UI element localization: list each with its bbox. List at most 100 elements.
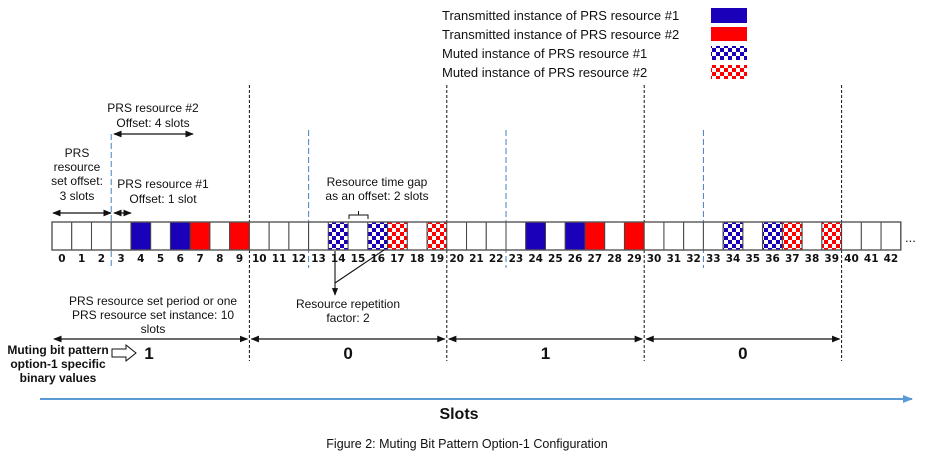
slot-32 bbox=[683, 221, 704, 251]
slot-strip bbox=[51, 221, 902, 251]
slot-label: 31 bbox=[666, 253, 681, 265]
slot-21 bbox=[466, 221, 487, 251]
legend-swatch-tx2 bbox=[711, 27, 747, 41]
slot-label: 39 bbox=[824, 253, 839, 265]
set-offset-line4: 3 slots bbox=[60, 189, 95, 203]
slot-25 bbox=[545, 221, 566, 251]
time-gap-line1: Resource time gap bbox=[327, 175, 428, 189]
slot-11 bbox=[268, 221, 290, 251]
slot-10 bbox=[248, 221, 270, 251]
slot-6-tx1 bbox=[169, 221, 191, 251]
slot-label: 28 bbox=[607, 253, 622, 265]
muting-bit-1: 0 bbox=[343, 344, 352, 363]
slot-label: 25 bbox=[548, 253, 563, 265]
period-line3: slots bbox=[141, 322, 166, 336]
res1-offset-line1: PRS resource #1 bbox=[117, 177, 209, 191]
legend-swatch-tx1 bbox=[711, 8, 747, 23]
slot-label: 19 bbox=[430, 253, 445, 265]
slot-28 bbox=[604, 221, 625, 251]
legend-label-mute2: Muted instance of PRS resource #2 bbox=[442, 65, 647, 80]
slot-label: 7 bbox=[196, 253, 203, 265]
slot-label: 41 bbox=[864, 253, 879, 265]
slot-41 bbox=[860, 221, 882, 251]
slot-label: 37 bbox=[785, 253, 800, 265]
muting-label-line1: Muting bit pattern bbox=[7, 343, 108, 357]
slot-label: 9 bbox=[236, 253, 243, 265]
slot-label: 32 bbox=[686, 253, 701, 265]
slot-22 bbox=[485, 221, 507, 251]
slot-label: 42 bbox=[884, 253, 899, 265]
slots-axis: Slots bbox=[40, 395, 913, 423]
set-offset-line1: PRS bbox=[65, 146, 90, 160]
slot-label: 13 bbox=[311, 253, 326, 265]
slot-label: 1 bbox=[78, 253, 85, 265]
slot-8 bbox=[209, 221, 231, 251]
repetition-line1: Resource repetition bbox=[296, 297, 400, 311]
time-gap-bracket bbox=[348, 211, 369, 219]
block-arrow-icon bbox=[111, 343, 137, 363]
muting-label-line3: binary values bbox=[20, 371, 97, 385]
slot-label: 4 bbox=[137, 253, 144, 265]
slot-label: 15 bbox=[351, 253, 366, 265]
period-line2: PRS resource set instance: 10 bbox=[72, 308, 234, 322]
slot-label: 5 bbox=[157, 253, 164, 265]
slot-40 bbox=[841, 221, 862, 251]
slot-label: 24 bbox=[528, 253, 543, 265]
slot-42 bbox=[880, 221, 902, 251]
annotation-period: PRS resource set period or one PRS resou… bbox=[69, 294, 237, 336]
annotation-repetition: Resource repetition factor: 2 bbox=[296, 249, 400, 325]
slot-labels: 0 1 2 3 4 5 6 7 8 9 10 11 12 13 14 15 16 17 18 19 20 21 22 23 24… bbox=[58, 253, 898, 265]
slot-3 bbox=[110, 221, 132, 251]
slot-9-tx2 bbox=[229, 221, 250, 251]
slot-label: 17 bbox=[390, 253, 405, 265]
slot-27-tx2 bbox=[584, 221, 606, 251]
slot-label: 6 bbox=[177, 253, 184, 265]
slot-label: 23 bbox=[509, 253, 524, 265]
slot-label: 0 bbox=[58, 253, 65, 265]
res1-offset-line2: Offset: 1 slot bbox=[129, 192, 197, 206]
figure-caption: Figure 2: Muting Bit Pattern Option-1 Co… bbox=[326, 437, 607, 451]
annotation-time-gap: Resource time gap as an offset: 2 slots bbox=[325, 175, 429, 219]
legend-swatch-mute1 bbox=[711, 46, 747, 60]
slot-33 bbox=[702, 221, 724, 251]
slot-38 bbox=[801, 221, 823, 251]
legend-label-tx2: Transmitted instance of PRS resource #2 bbox=[442, 27, 679, 42]
slot-label: 34 bbox=[726, 253, 741, 265]
muting-label: Muting bit pattern option-1 specific bin… bbox=[7, 343, 137, 385]
slot-24-tx1 bbox=[525, 221, 547, 251]
slot-label: 8 bbox=[216, 253, 223, 265]
set-offset-line2: resource bbox=[54, 160, 101, 174]
slot-label: 18 bbox=[410, 253, 425, 265]
legend-swatch-mute2 bbox=[711, 65, 747, 79]
slot-5 bbox=[150, 221, 171, 251]
slot-label: 20 bbox=[449, 253, 464, 265]
slot-label: 27 bbox=[588, 253, 603, 265]
repetition-line2: factor: 2 bbox=[326, 311, 370, 325]
slot-19-mute2 bbox=[426, 221, 448, 251]
slots-axis-label: Slots bbox=[439, 406, 478, 423]
muting-label-line2: option-1 specific bbox=[10, 357, 106, 371]
slot-35 bbox=[742, 221, 764, 251]
muting-bits: 1 0 1 0 bbox=[144, 344, 747, 363]
slot-strip-border bbox=[51, 221, 902, 251]
slot-2 bbox=[90, 221, 112, 251]
res2-offset-line1: PRS resource #2 bbox=[107, 101, 199, 115]
res2-offset-line2: Offset: 4 slots bbox=[116, 116, 189, 130]
slot-label: 2 bbox=[98, 253, 105, 265]
slot-4-tx1 bbox=[130, 221, 152, 251]
slot-15 bbox=[347, 221, 369, 251]
slot-label: 26 bbox=[568, 253, 583, 265]
slot-29-tx2 bbox=[623, 221, 645, 251]
slot-7-tx2 bbox=[189, 221, 211, 251]
period-line1: PRS resource set period or one bbox=[69, 294, 237, 308]
muting-bit-2: 1 bbox=[541, 344, 550, 363]
legend-label-mute1: Muted instance of PRS resource #1 bbox=[442, 46, 647, 61]
slot-0 bbox=[51, 221, 73, 251]
slot-ellipsis: ... bbox=[905, 230, 916, 245]
slot-37-mute2 bbox=[781, 221, 803, 251]
slot-31 bbox=[663, 221, 685, 251]
slot-label: 16 bbox=[370, 253, 385, 265]
slot-12 bbox=[288, 221, 310, 251]
slot-14-mute1 bbox=[327, 221, 349, 251]
annotation-res1-offset: PRS resource #1 Offset: 1 slot bbox=[113, 177, 209, 217]
